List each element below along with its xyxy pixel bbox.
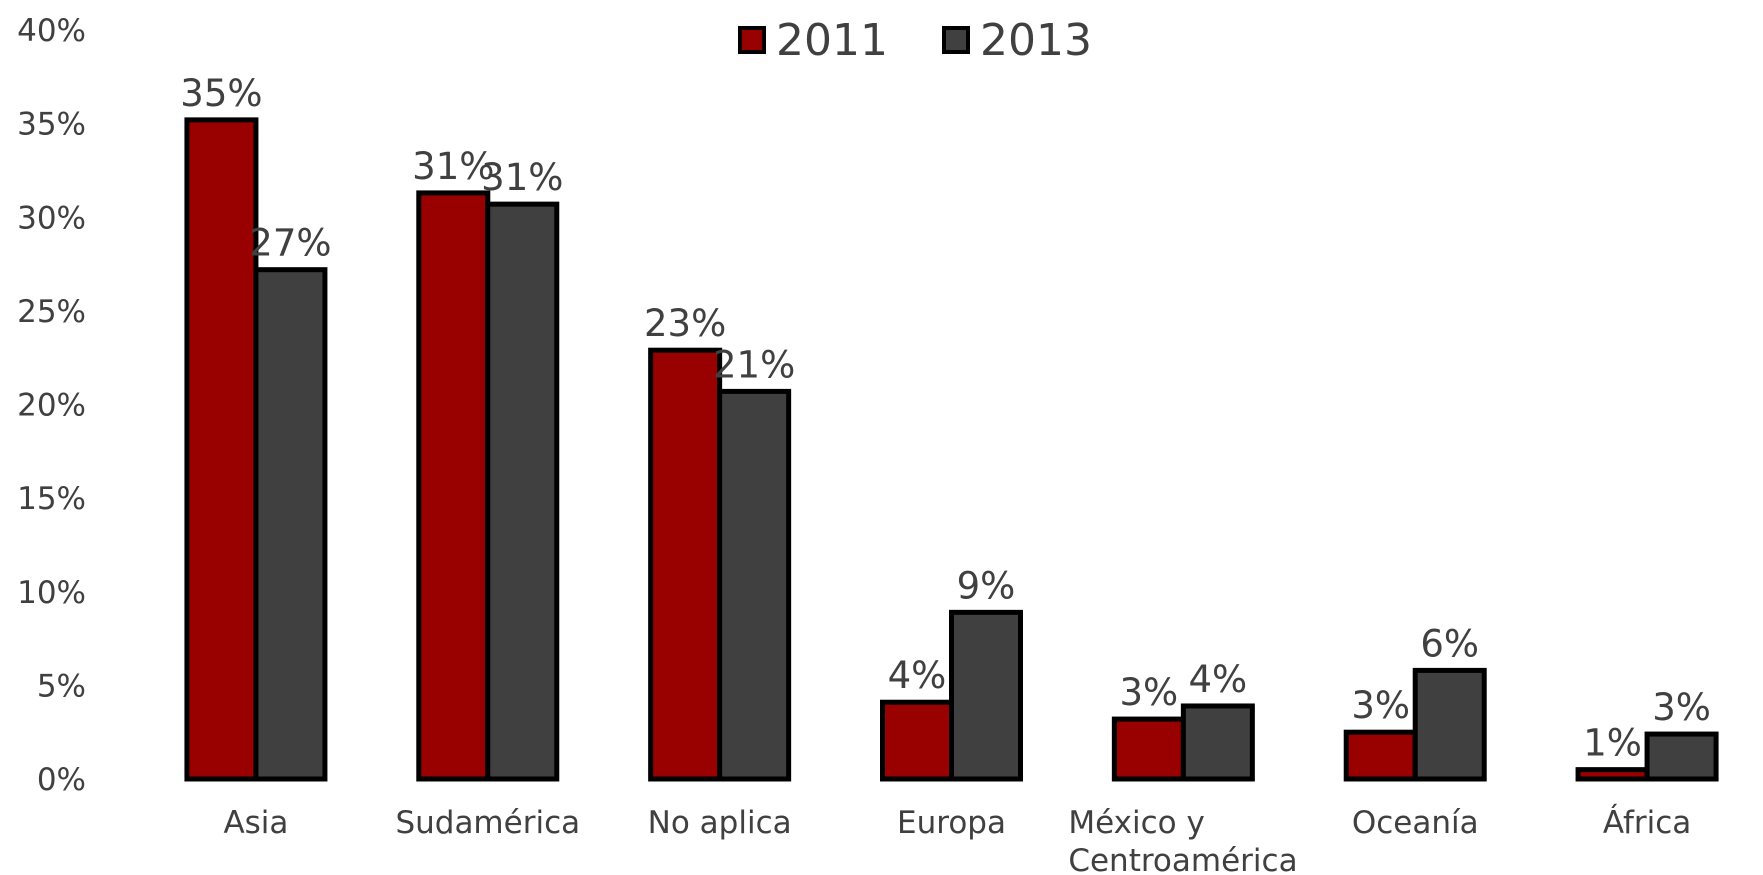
data-labels-group: 35%27%31%31%23%21%4%9%3% 4%3%6%1%3% bbox=[180, 72, 1711, 765]
x-category-label: Sudamérica bbox=[395, 805, 580, 841]
data-label: 35% bbox=[180, 72, 262, 115]
bar-2013-6 bbox=[1644, 731, 1719, 782]
data-label: 31% bbox=[481, 156, 563, 199]
data-label: 4% bbox=[888, 654, 947, 697]
y-tick-label: 40% bbox=[17, 13, 86, 49]
x-category-label: Europa bbox=[897, 805, 1006, 841]
bar-2013-2 bbox=[717, 388, 792, 782]
bar-2013-5 bbox=[1412, 667, 1487, 782]
bar-2011-3 bbox=[880, 699, 954, 782]
data-label: 3% bbox=[1351, 684, 1410, 727]
bar-2011-1 bbox=[416, 190, 491, 782]
y-tick-label: 35% bbox=[17, 107, 86, 143]
bars-group bbox=[184, 117, 1719, 782]
y-tick-label: 25% bbox=[17, 294, 86, 330]
data-label: 1% bbox=[1583, 722, 1642, 765]
x-category-label: No aplica bbox=[648, 805, 792, 841]
legend-label: 2011 bbox=[776, 15, 888, 66]
bar-2011-0 bbox=[184, 117, 259, 782]
y-tick-label: 10% bbox=[17, 575, 86, 611]
data-label: 3% bbox=[1120, 671, 1179, 714]
legend: 2011 2013 bbox=[738, 15, 1092, 66]
x-category-label: Asia bbox=[223, 805, 288, 841]
bar-2013-3 bbox=[949, 609, 1023, 782]
y-tick-label: 5% bbox=[37, 668, 86, 704]
data-label: 31% bbox=[412, 145, 494, 188]
x-category-label: México y Centroamérica bbox=[1068, 805, 1297, 875]
data-label: 6% bbox=[1420, 622, 1479, 665]
legend-swatch-2013 bbox=[942, 26, 970, 54]
data-label: 3% bbox=[1652, 686, 1711, 729]
data-label: 21% bbox=[713, 343, 795, 386]
y-tick-label: 0% bbox=[37, 762, 86, 798]
y-axis: 0% 5% 10% 15% 20% 25% 30% 35% 40% bbox=[17, 13, 86, 798]
legend-label: 2013 bbox=[980, 15, 1092, 66]
bar-2011-5 bbox=[1343, 729, 1418, 782]
x-axis: Asia Sudamérica No aplica Europa México y Cen… bbox=[223, 805, 1691, 875]
y-tick-label: 15% bbox=[17, 481, 86, 517]
bar-2013-4 bbox=[1180, 703, 1255, 782]
bar-2013-0 bbox=[253, 267, 328, 782]
x-category-label: Oceanía bbox=[1352, 805, 1479, 841]
y-tick-label: 30% bbox=[17, 200, 86, 236]
legend-swatch-2011 bbox=[738, 26, 766, 54]
bar-2011-6 bbox=[1575, 767, 1650, 782]
bar-2011-2 bbox=[648, 347, 723, 782]
x-category-label: África bbox=[1603, 805, 1691, 841]
y-tick-label: 20% bbox=[17, 388, 86, 424]
data-label: 4% bbox=[1189, 658, 1248, 701]
data-label: 23% bbox=[644, 302, 726, 345]
bar-2013-1 bbox=[485, 201, 560, 782]
data-label: 9% bbox=[957, 564, 1016, 607]
data-label: 27% bbox=[249, 222, 331, 265]
bar-2011-4 bbox=[1111, 716, 1186, 782]
